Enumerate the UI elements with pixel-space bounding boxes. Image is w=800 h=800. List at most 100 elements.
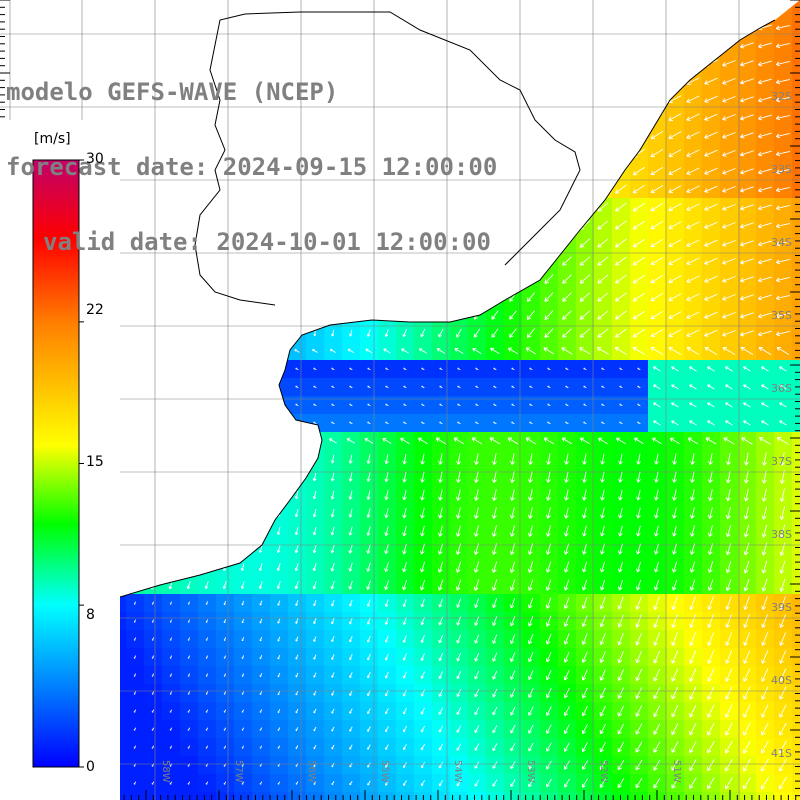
wind-arrow [526, 165, 536, 177]
wind-arrow [169, 367, 173, 371]
wind-speed-cell [648, 90, 666, 108]
wind-speed-cell [558, 36, 576, 54]
wind-arrow [543, 57, 555, 69]
wind-speed-cell [234, 360, 252, 378]
wind-arrow [222, 491, 227, 500]
wind-speed-cell [792, 342, 800, 360]
wind-speed-cell [288, 306, 306, 324]
wind-arrow [187, 403, 191, 407]
wind-arrow [187, 385, 191, 389]
wind-arrow [223, 6, 227, 12]
wind-arrow [614, 76, 627, 86]
wind-arrow [132, 490, 137, 500]
wind-arrow [543, 75, 555, 87]
wind-arrow [686, 59, 700, 67]
wind-arrow [597, 22, 609, 32]
wind-arrow [740, 132, 754, 139]
wind-speed-cell [504, 108, 522, 126]
wind-arrow [150, 472, 155, 482]
wind-arrow [704, 95, 718, 103]
wind-speed-cell [90, 0, 108, 18]
wind-arrow [775, 186, 790, 193]
wind-speed-cell [162, 522, 180, 540]
wind-arrow [508, 129, 518, 141]
wind-arrow [186, 454, 191, 464]
wind-speed-cell [792, 540, 800, 558]
wind-arrow [167, 438, 175, 444]
wind-arrow [311, 438, 319, 444]
wind-speed-cell [162, 342, 180, 360]
wind-speed-cell [684, 18, 702, 36]
wind-arrow [169, 385, 173, 389]
colorbar-label-15: 15 [86, 454, 104, 470]
wind-arrow [579, 165, 591, 177]
wind-arrow [632, 94, 646, 104]
wind-arrow [614, 148, 627, 158]
wind-arrow [775, 96, 790, 103]
wind-arrow [61, 25, 65, 29]
wind-arrow [258, 509, 263, 518]
wind-speed-cell [792, 36, 800, 54]
wind-speed-cell [198, 0, 216, 18]
wind-speed-cell [630, 0, 648, 18]
wind-speed-cell [792, 720, 800, 738]
wind-arrow [508, 111, 518, 123]
wind-arrow [686, 113, 700, 121]
wind-arrow [632, 40, 646, 50]
wind-speed-cell [792, 54, 800, 72]
wind-arrow [134, 7, 137, 11]
wind-speed-cell [594, 54, 612, 72]
wind-arrow [579, 183, 591, 195]
wind-arrow [259, 385, 263, 389]
wind-arrow [561, 75, 573, 87]
wind-speed-cell [558, 18, 576, 36]
wind-speed-cell [144, 324, 162, 342]
wind-speed-cell [666, 36, 684, 54]
wind-speed-cell [288, 414, 306, 432]
wind-speed-cell [540, 234, 558, 252]
wind-speed-cell [504, 792, 522, 800]
wind-arrow [61, 7, 65, 11]
lat-label: 39S [771, 601, 792, 614]
wind-arrow [775, 78, 790, 85]
wind-arrow [241, 313, 245, 318]
wind-arrow [168, 526, 173, 536]
wind-speed-cell [162, 0, 180, 18]
wind-arrow [526, 202, 536, 212]
wind-arrow [614, 94, 627, 104]
wind-speed-cell [216, 324, 234, 342]
wind-arrow [133, 385, 137, 389]
wind-speed-cell [792, 666, 800, 684]
wind-speed-cell [576, 126, 594, 144]
wind-arrow [132, 454, 137, 464]
wind-speed-cell [648, 72, 666, 90]
wind-speed-cell [234, 378, 252, 396]
wind-speed-cell [270, 378, 288, 396]
wind-arrow [668, 113, 682, 121]
wind-speed-cell [504, 72, 522, 90]
wind-arrow [614, 130, 627, 140]
wind-speed-cell [252, 792, 270, 800]
wind-speed-cell [126, 486, 144, 504]
wind-speed-cell [252, 450, 270, 468]
wind-speed-cell [126, 504, 144, 522]
wind-arrow [579, 111, 591, 123]
wind-arrow [349, 311, 353, 319]
wind-arrow [384, 311, 389, 320]
wind-arrow [240, 349, 245, 353]
wind-arrow [668, 59, 682, 67]
wind-speed-cell [792, 396, 800, 414]
wind-arrow [562, 220, 572, 230]
wind-speed-cell [792, 234, 800, 252]
wind-arrow [543, 183, 555, 195]
wind-arrow [526, 3, 536, 15]
wind-speed-cell [792, 90, 800, 108]
wind-arrow [526, 220, 536, 230]
wind-speed-cell [180, 504, 198, 522]
wind-speed-cell [504, 216, 522, 234]
wind-arrow [205, 24, 209, 30]
wind-speed-cell [216, 540, 234, 558]
colorbar-label-30: 30 [86, 151, 104, 167]
wind-speed-cell [180, 306, 198, 324]
